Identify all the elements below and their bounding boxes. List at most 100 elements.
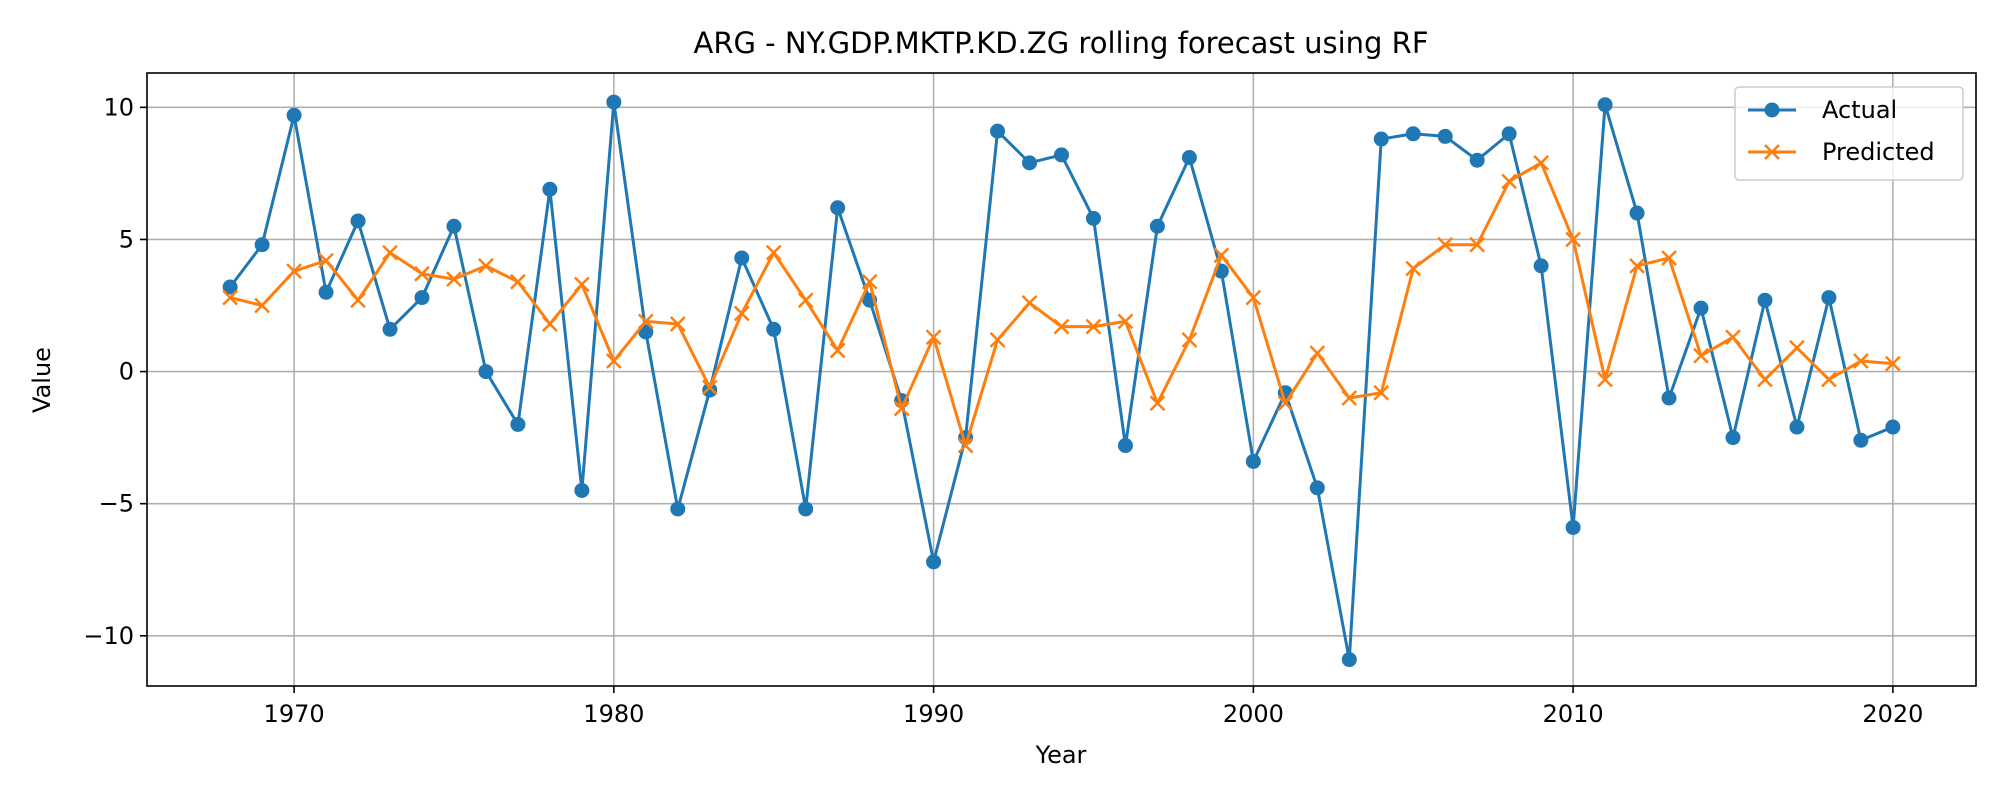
series-layer: [222, 94, 1901, 668]
predicted-point: [1853, 353, 1869, 369]
actual-point: [1181, 150, 1197, 166]
predicted-point: [637, 313, 654, 330]
predicted-point: [542, 316, 558, 332]
actual-point: [1309, 480, 1325, 496]
actual-point: [766, 321, 782, 337]
predicted-point: [1341, 390, 1358, 406]
actual-point: [318, 284, 334, 300]
actual-point: [1149, 218, 1165, 234]
x-tick-label: 2010: [1543, 700, 1604, 728]
predicted-point: [1661, 250, 1677, 266]
y-tick-label: −10: [83, 622, 134, 650]
predicted-point: [733, 305, 750, 322]
predicted-point: [446, 271, 462, 287]
axis-ticks: 1970 1980 1990 2000 2010 2020 −10 −5 0 5 10: [83, 93, 1923, 728]
predicted-point: [797, 292, 814, 309]
actual-point: [478, 364, 494, 380]
actual-point: [350, 213, 366, 229]
x-tick-label: 1990: [903, 700, 964, 728]
predicted-point: [925, 329, 942, 346]
predicted-point: [1533, 154, 1550, 171]
plot-area-frame: [146, 72, 1977, 687]
predicted-point: [1629, 258, 1645, 274]
predicted-point: [1053, 318, 1070, 335]
actual-point: [1437, 128, 1453, 144]
actual-point: [222, 279, 238, 295]
predicted-point: [1693, 347, 1709, 364]
x-tick-label: 1980: [583, 700, 644, 728]
actual-point: [1885, 419, 1901, 435]
actual-point: [734, 250, 750, 266]
predicted-point: [893, 400, 910, 417]
actual-point: [1597, 97, 1613, 113]
predicted-point: [573, 276, 590, 293]
predicted-point: [318, 252, 334, 269]
x-tick-label: 2020: [1862, 700, 1923, 728]
predicted-point: [1181, 331, 1198, 348]
predicted-point: [1469, 236, 1486, 253]
actual-point: [1661, 390, 1677, 406]
actual-point: [254, 237, 270, 253]
y-tick-label: −5: [99, 490, 134, 518]
predicted-point: [765, 244, 782, 261]
y-tick-label: 5: [119, 225, 134, 253]
predicted-point: [510, 273, 526, 290]
predicted-point: [478, 258, 494, 274]
actual-point: [926, 554, 942, 570]
predicted-point: [957, 437, 974, 454]
predicted-point: [605, 353, 622, 369]
predicted-point: [1117, 313, 1134, 330]
predicted-point: [1373, 384, 1390, 401]
actual-point: [1405, 126, 1421, 142]
actual-point: [990, 123, 1006, 139]
actual-point: [574, 482, 590, 498]
actual-point: [1117, 438, 1133, 454]
actual-point: [510, 416, 526, 432]
predicted-point: [1085, 318, 1102, 335]
actual-point: [606, 94, 622, 110]
actual-point: [1565, 519, 1581, 535]
chart-title: ARG - NY.GDP.MKTP.KD.ZG rolling forecast…: [694, 26, 1429, 60]
legend-predicted-label: Predicted: [1822, 138, 1935, 166]
predicted-point: [1565, 231, 1581, 248]
predicted-point: [1149, 395, 1166, 412]
predicted-point: [1021, 294, 1038, 311]
x-tick-label: 2000: [1223, 700, 1284, 728]
actual-point: [1821, 290, 1837, 306]
predicted-point: [1245, 289, 1262, 306]
predicted-point: [1757, 371, 1773, 388]
x-tick-label: 1970: [264, 700, 325, 728]
actual-point: [1373, 131, 1389, 147]
legend-predicted-marker: [1764, 144, 1780, 160]
x-axis-label: Year: [1035, 741, 1087, 769]
predicted-point: [1405, 260, 1422, 277]
actual-point: [1022, 155, 1038, 171]
predicted-point: [1597, 371, 1613, 388]
predicted-point: [382, 244, 398, 261]
actual-point: [830, 200, 846, 216]
actual-point: [542, 181, 558, 197]
legend-actual-marker: [1764, 102, 1780, 118]
predicted-point: [286, 263, 302, 280]
actual-point: [1469, 152, 1485, 168]
predicted-point: [829, 342, 846, 359]
actual-point: [670, 501, 686, 517]
legend: Actual Predicted: [1734, 86, 1964, 181]
y-axis-label: Value: [28, 347, 56, 413]
legend-actual-label: Actual: [1822, 96, 1897, 124]
predicted-point: [701, 379, 718, 396]
predicted-point: [1821, 371, 1837, 388]
actual-point: [382, 321, 398, 337]
predicted-point: [254, 297, 270, 314]
predicted-point: [1789, 339, 1805, 356]
actual-point: [1533, 258, 1549, 274]
actual-point: [702, 382, 718, 398]
actual-point: [1085, 210, 1101, 226]
actual-point: [1725, 430, 1741, 446]
predicted-point: [414, 265, 430, 282]
predicted-point: [1437, 236, 1454, 253]
predicted-point: [1277, 395, 1294, 412]
predicted-point: [1213, 247, 1230, 264]
